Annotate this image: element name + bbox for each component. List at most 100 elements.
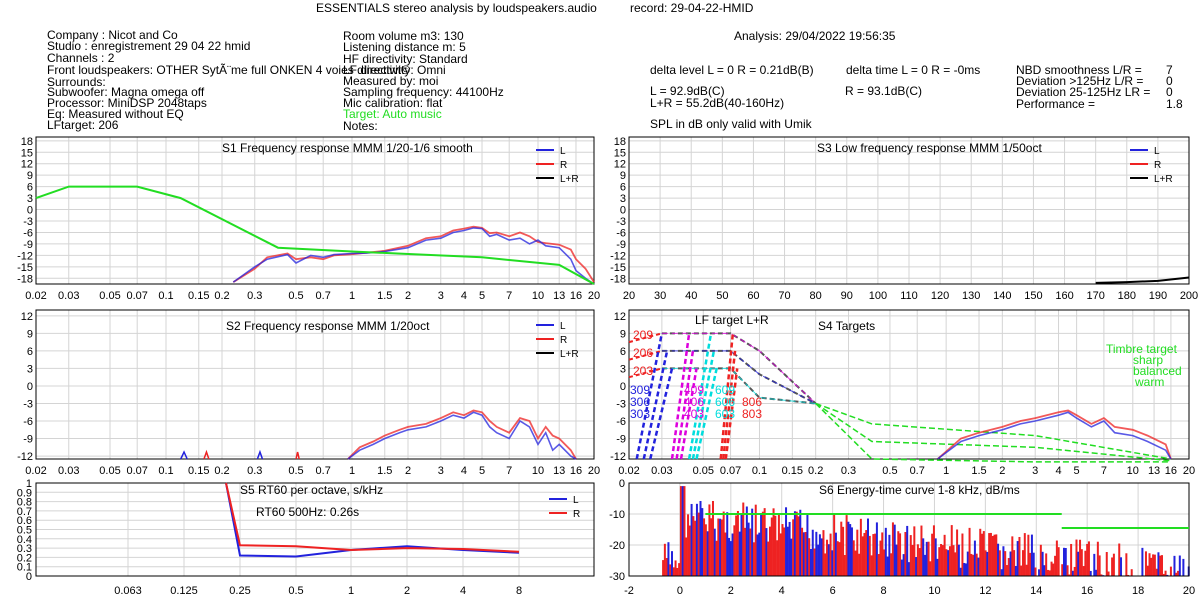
- s4-label-cyan: 603: [715, 407, 735, 421]
- s5-xtick-label: 0.063: [114, 585, 142, 597]
- s3-ytick-label: 15: [614, 147, 626, 159]
- s4-label-blue: 306: [630, 395, 650, 409]
- s6-etc-bar: [717, 518, 720, 576]
- s6-etc-bar: [731, 533, 734, 576]
- s6-etc-bar: [719, 518, 722, 576]
- s6-etc-bar: [834, 532, 837, 576]
- s6-etc-bar: [1070, 543, 1073, 576]
- s6-etc-bar: [688, 525, 691, 576]
- s4-label-magenta: 406: [684, 395, 704, 409]
- s6-etc-bar: [767, 541, 770, 576]
- s6-etc-bar: [745, 506, 748, 576]
- s6-etc-bar: [875, 522, 878, 576]
- info-lf-directivity: LF directivity: Omni: [343, 63, 446, 77]
- s6-etc-bar: [704, 524, 707, 576]
- s2-xtick-label: 0.5: [288, 465, 303, 477]
- s6-etc-bar: [788, 521, 791, 576]
- s1-xtick-label: 7: [506, 290, 512, 302]
- info-hf-directivity: HF directivity: Standard: [343, 52, 468, 66]
- s6-etc-bar: [840, 521, 843, 576]
- s6-etc-bar: [1071, 570, 1074, 576]
- s3-xtick-label: 160: [1055, 290, 1073, 302]
- s4-xtick-label: 20: [1183, 465, 1195, 477]
- s6-etc-bar: [687, 514, 690, 576]
- s6-etc-bar: [854, 550, 857, 576]
- s3-legend-label-L: L: [1154, 146, 1160, 157]
- s6-etc-bar: [883, 549, 886, 576]
- s6-etc-bar: [662, 560, 665, 576]
- s3-xtick-label: 40: [685, 290, 697, 302]
- s4-xtick-label: 0.7: [910, 465, 925, 477]
- s6-etc-bar: [957, 544, 960, 576]
- s4-xtick-label: 0.5: [882, 465, 897, 477]
- s6-xtick-label: 16: [1081, 585, 1093, 597]
- s2-xtick-label: 13: [553, 465, 565, 477]
- s6-etc-bar: [772, 508, 775, 576]
- s4-xtick-label: 4: [1055, 465, 1061, 477]
- s5-xtick-label: 0.5: [288, 585, 303, 597]
- info-lftarget: LFtarget: 206: [47, 118, 119, 132]
- s6-etc-bar: [672, 567, 675, 576]
- s4-lf-rolloff: [724, 368, 739, 460]
- s6-etc-bar: [872, 534, 875, 576]
- s4-xtick-label: 0.07: [720, 465, 741, 477]
- s3-xtick-label: 170: [1086, 290, 1104, 302]
- s4-label-cyan: 609: [715, 383, 735, 397]
- s3-ytick-label: 18: [614, 136, 626, 148]
- s4-xtick-label: 1.5: [971, 465, 986, 477]
- s6-etc-bar: [870, 555, 873, 576]
- s2-xtick-label: 4: [461, 465, 467, 477]
- s6-etc-bar: [769, 526, 771, 576]
- s3-title: S3 Low frequency response MMM 1/50oct: [817, 141, 1042, 155]
- s1-xtick-label: 0.1: [158, 290, 173, 302]
- s2-title: S2 Frequency response MMM 1/20oct: [226, 319, 430, 333]
- s6-etc-bar: [754, 504, 757, 576]
- s6-etc-bar: [1095, 569, 1098, 576]
- s6-etc-bar: [909, 535, 912, 576]
- s1-ytick-label: 15: [21, 147, 33, 159]
- s6-etc-bar: [943, 534, 946, 576]
- s4-ytick-label: -9: [616, 434, 626, 446]
- s6-etc-bar: [1068, 574, 1071, 576]
- s6-etc-bar: [1105, 552, 1108, 576]
- s4-lf-rolloff-red: [628, 349, 663, 361]
- s6-etc-bar: [665, 558, 668, 576]
- s6-etc-bar: [692, 516, 695, 576]
- s5-xtick-label: 0.125: [170, 585, 198, 597]
- s5-ytick-label: 1: [26, 478, 32, 490]
- s3-xtick-label: 200: [1180, 290, 1198, 302]
- s6-etc-bar: [998, 550, 1001, 576]
- s1-ytick-label: -18: [17, 273, 33, 285]
- s3-xtick-label: 150: [1024, 290, 1042, 302]
- s6-etc-bar: [820, 538, 823, 576]
- s6-etc-bar: [738, 531, 741, 576]
- s6-etc-bar: [984, 550, 987, 576]
- s6-etc-bar: [934, 538, 937, 576]
- s6-etc-bar: [1013, 550, 1016, 576]
- s6-etc-bar: [1034, 567, 1037, 576]
- s6-ytick-label: 0: [619, 478, 625, 490]
- s6-etc-bar: [1118, 543, 1121, 576]
- s6-etc-bar: [1100, 574, 1103, 576]
- s4-xtick-label: 0.05: [693, 465, 714, 477]
- s6-etc-bar: [920, 525, 923, 576]
- s6-etc-bar: [927, 541, 930, 576]
- s6-etc-bar: [786, 526, 789, 576]
- s4-lf-rolloff-red: [628, 332, 663, 344]
- s1-ytick-label: -12: [17, 250, 33, 262]
- s6-etc-bar: [729, 541, 732, 576]
- s6-etc-bar: [1032, 552, 1035, 576]
- s4-label-red: 806: [742, 395, 762, 409]
- s4-timbre-label: sharp: [1133, 353, 1163, 367]
- s6-etc-bar: [1111, 557, 1114, 576]
- s6-etc-bar: [902, 554, 905, 576]
- s4-ytick-label: -6: [616, 416, 626, 428]
- s4-timbre-label: Timbre target: [1106, 342, 1178, 356]
- s6-etc-bar: [1146, 565, 1149, 576]
- s6-etc-bar: [770, 517, 773, 576]
- s6-etc-bar: [699, 501, 702, 576]
- s6-etc-bar: [1175, 572, 1178, 576]
- s6-etc-bar: [1159, 555, 1162, 576]
- s4-target-label-red: 206: [633, 346, 653, 360]
- s6-etc-bar: [710, 518, 713, 576]
